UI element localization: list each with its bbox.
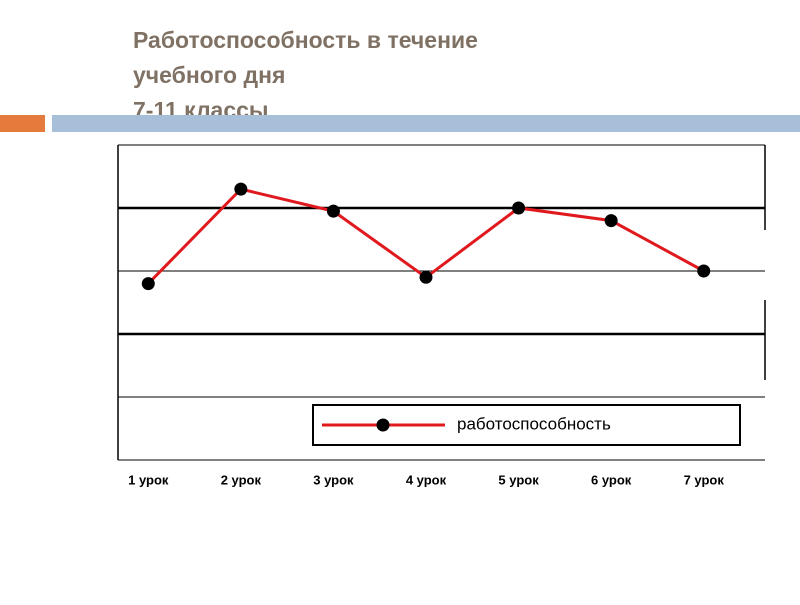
x-tick-label: 5 урок <box>498 472 539 487</box>
accent-bar <box>0 115 45 132</box>
x-tick-label: 2 урок <box>221 472 262 487</box>
legend-label: работоспособность <box>457 414 611 433</box>
data-point <box>697 264 711 278</box>
x-tick-label: 7 урок <box>684 472 725 487</box>
x-tick-label: 3 урок <box>313 472 354 487</box>
data-point <box>234 182 248 196</box>
data-point <box>604 214 618 228</box>
x-tick-label: 6 урок <box>591 472 632 487</box>
legend-marker <box>376 418 390 432</box>
x-tick-label: 4 урок <box>406 472 447 487</box>
series-line <box>147 187 705 285</box>
data-point <box>512 201 526 215</box>
data-point <box>419 270 433 284</box>
x-tick-label: 1 урок <box>128 472 169 487</box>
data-point <box>141 277 155 291</box>
title-line: Работоспособность в течение <box>133 27 478 53</box>
title-line: учебного дня <box>133 62 285 88</box>
accent-bar <box>52 115 800 132</box>
data-point <box>326 204 340 218</box>
